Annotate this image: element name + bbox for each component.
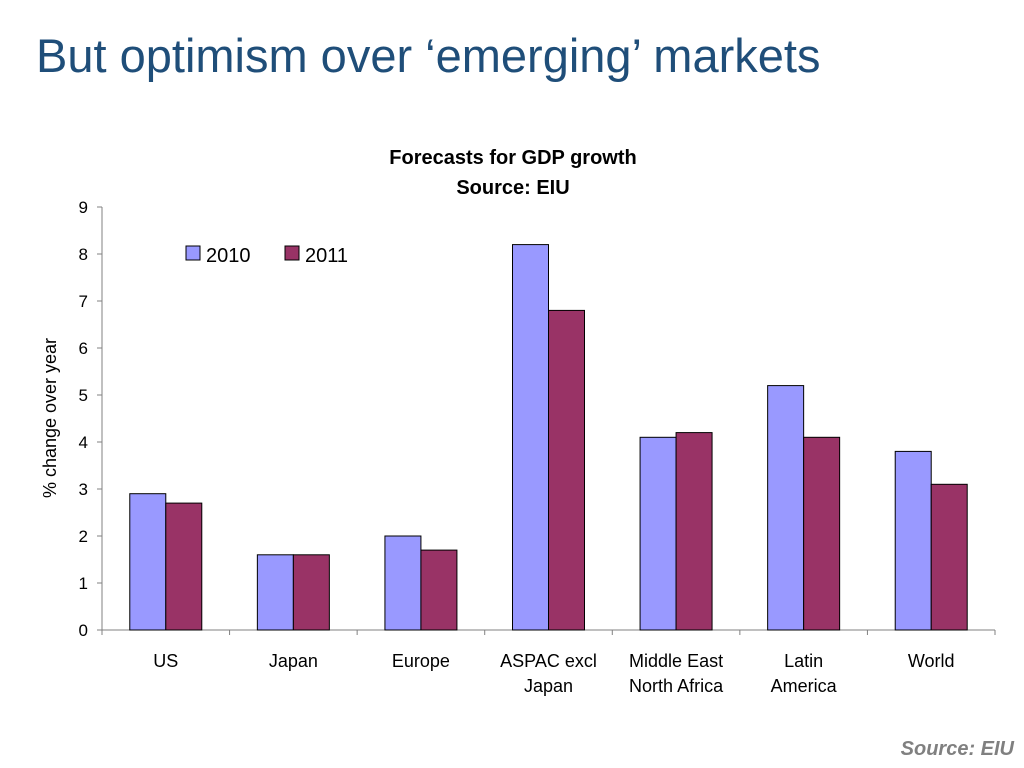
chart-subtitle: Source: EIU [456, 177, 569, 199]
x-category-label: Latin [784, 651, 823, 671]
x-category-label: Japan [269, 651, 318, 671]
bar-2011-5 [803, 436, 841, 631]
slide-title: But optimism over ‘emerging’ markets [36, 29, 821, 82]
bar-2010-4 [639, 436, 677, 631]
bar-2010-5 [767, 385, 805, 631]
y-tick-label: 6 [79, 339, 88, 358]
bar-2011-6 [930, 483, 968, 631]
legend-swatch-2011 [284, 245, 300, 261]
legend-swatch-2010 [185, 245, 201, 261]
legend-label-2011: 2011 [305, 245, 348, 267]
bar-2010-1 [256, 554, 294, 631]
y-tick-label: 9 [79, 198, 88, 217]
x-category-label: Japan [524, 676, 573, 696]
bar-2011-2 [420, 549, 458, 631]
bar-2010-6 [894, 450, 932, 631]
y-tick-label: 2 [79, 527, 88, 546]
x-category-label: North Africa [629, 676, 724, 696]
y-tick-label: 8 [79, 245, 88, 264]
x-category-label: Europe [392, 651, 450, 671]
x-category-label: Middle East [629, 651, 723, 671]
y-tick-label: 7 [79, 292, 88, 311]
bar-2010-2 [384, 535, 422, 631]
y-tick-label: 3 [79, 480, 88, 499]
legend-label-2010: 2010 [206, 245, 251, 267]
bar-2011-0 [165, 502, 203, 631]
y-tick-label: 4 [79, 433, 88, 452]
y-tick-label: 5 [79, 386, 88, 405]
bar-2011-1 [292, 554, 330, 631]
chart-title: Forecasts for GDP growth [389, 147, 636, 169]
x-category-label: US [153, 651, 178, 671]
bar-2010-0 [129, 493, 167, 631]
x-category-label: ASPAC excl [500, 651, 597, 671]
y-tick-label: 0 [79, 621, 88, 640]
y-axis-label: % change over year [40, 338, 60, 498]
bar-2011-4 [675, 432, 713, 631]
x-category-label: World [908, 651, 955, 671]
bar-2010-3 [512, 244, 549, 631]
footer-source: Source: EIU [900, 738, 1014, 760]
bar-2011-3 [548, 309, 585, 631]
y-tick-label: 1 [79, 574, 88, 593]
x-category-label: America [771, 676, 838, 696]
